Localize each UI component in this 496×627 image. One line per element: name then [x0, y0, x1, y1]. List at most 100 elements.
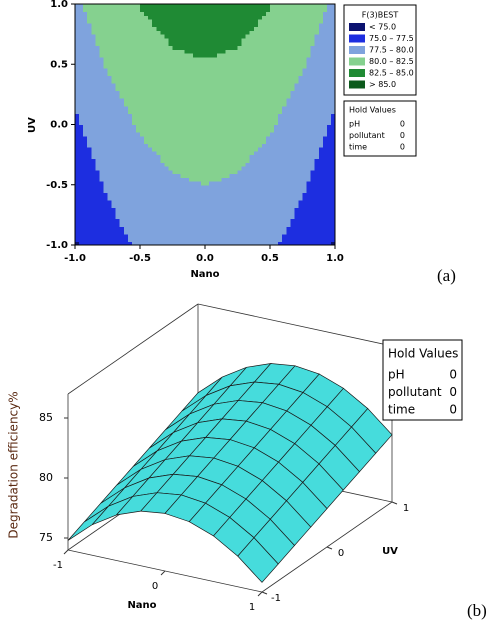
- contour-cell: [164, 75, 170, 80]
- contour-cell: [75, 226, 80, 231]
- contour-cell: [274, 49, 279, 54]
- contour-cell: [135, 192, 141, 197]
- contour-cell: [270, 188, 275, 193]
- contour-cell: [330, 199, 336, 205]
- contour-cell: [200, 7, 206, 13]
- contour-cell: [87, 86, 92, 92]
- contour-cell: [164, 180, 170, 186]
- contour-cell: [103, 143, 109, 148]
- contour-cell: [95, 222, 100, 227]
- contour-cell: [306, 52, 312, 58]
- contour-cell: [257, 229, 263, 235]
- contour-cell: [123, 124, 129, 129]
- contour-cell: [188, 147, 194, 152]
- contour-cell: [326, 4, 332, 9]
- contour-cell: [160, 116, 165, 122]
- contour-cell: [326, 192, 332, 197]
- contour-cell: [188, 162, 194, 167]
- contour-cell: [322, 109, 328, 114]
- contour-cell: [196, 135, 202, 141]
- contour-cell: [265, 56, 271, 62]
- contour-cell: [87, 177, 92, 182]
- contour-cell: [131, 162, 137, 167]
- contour-cell: [257, 214, 263, 220]
- contour-cell: [229, 22, 235, 28]
- contour-cell: [261, 101, 267, 107]
- contour-cell: [322, 147, 328, 152]
- contour-cell: [196, 75, 202, 80]
- contour-cell: [213, 196, 218, 201]
- contour-cell: [111, 241, 117, 246]
- contour-cell: [107, 79, 113, 84]
- contour-cell: [131, 49, 137, 54]
- contour-cell: [192, 75, 198, 80]
- contour-cell: [111, 113, 117, 118]
- contour-cell: [257, 173, 263, 178]
- contour-cell: [119, 177, 125, 182]
- contour-cell: [144, 68, 149, 73]
- contour-cell: [217, 196, 222, 201]
- contour-cell: [233, 90, 239, 95]
- contour-cell: [245, 199, 251, 205]
- contour-cell: [209, 37, 214, 43]
- contour-cell: [229, 143, 235, 148]
- contour-cell: [115, 41, 121, 47]
- contour-cell: [274, 226, 279, 231]
- contour-cell: [192, 192, 198, 197]
- contour-cell: [265, 15, 271, 20]
- contour-cell: [140, 98, 145, 103]
- contour-cell: [95, 158, 100, 163]
- contour-cell: [326, 229, 332, 235]
- contour-cell: [233, 132, 239, 137]
- contour-cell: [144, 222, 149, 227]
- contour-cell: [75, 184, 80, 190]
- contour-cell: [123, 128, 129, 133]
- contour-cell: [196, 150, 202, 156]
- contour-cell: [160, 113, 165, 118]
- contour-cell: [131, 116, 137, 122]
- contour-cell: [237, 56, 243, 62]
- contour-cell: [95, 207, 100, 212]
- contour-cell: [241, 177, 247, 182]
- contour-cell: [188, 154, 194, 159]
- contour-cell: [205, 52, 210, 58]
- contour-cell: [131, 52, 137, 58]
- contour-cell: [144, 30, 149, 35]
- contour-cell: [290, 128, 295, 133]
- contour-cell: [322, 37, 328, 43]
- contour-cell: [270, 203, 275, 208]
- contour-cell: [131, 4, 137, 9]
- contour-cell: [278, 222, 283, 227]
- contour-cell: [156, 165, 161, 171]
- contour-cell: [91, 226, 96, 231]
- contour-cell: [152, 22, 157, 28]
- contour-cell: [152, 19, 157, 24]
- contour-cell: [119, 56, 125, 62]
- contour-cell: [148, 135, 153, 141]
- contour-cell: [205, 75, 210, 80]
- contour-cell: [87, 98, 92, 103]
- contour-cell: [127, 184, 133, 190]
- contour-cell: [233, 94, 239, 99]
- contour-cell: [119, 147, 125, 152]
- contour-cell: [221, 124, 226, 129]
- contour-cell: [131, 15, 137, 20]
- contour-cell: [144, 218, 149, 224]
- contour-cell: [196, 37, 202, 43]
- contour-cell: [192, 203, 198, 208]
- contour-cell: [107, 180, 113, 186]
- contour-cell: [127, 109, 133, 114]
- contour-cell: [205, 15, 210, 20]
- contour-cell: [270, 169, 275, 175]
- contour-cell: [217, 237, 222, 242]
- contour-cell: [237, 68, 243, 73]
- contour-cell: [314, 218, 320, 224]
- contour-cell: [237, 116, 243, 122]
- contour-cell: [322, 26, 328, 31]
- contour-cell: [200, 19, 206, 24]
- contour-cell: [290, 49, 295, 54]
- contour-cell: [75, 218, 80, 224]
- contour-cell: [107, 154, 113, 159]
- contour-cell: [75, 56, 80, 62]
- contour-cell: [140, 7, 145, 13]
